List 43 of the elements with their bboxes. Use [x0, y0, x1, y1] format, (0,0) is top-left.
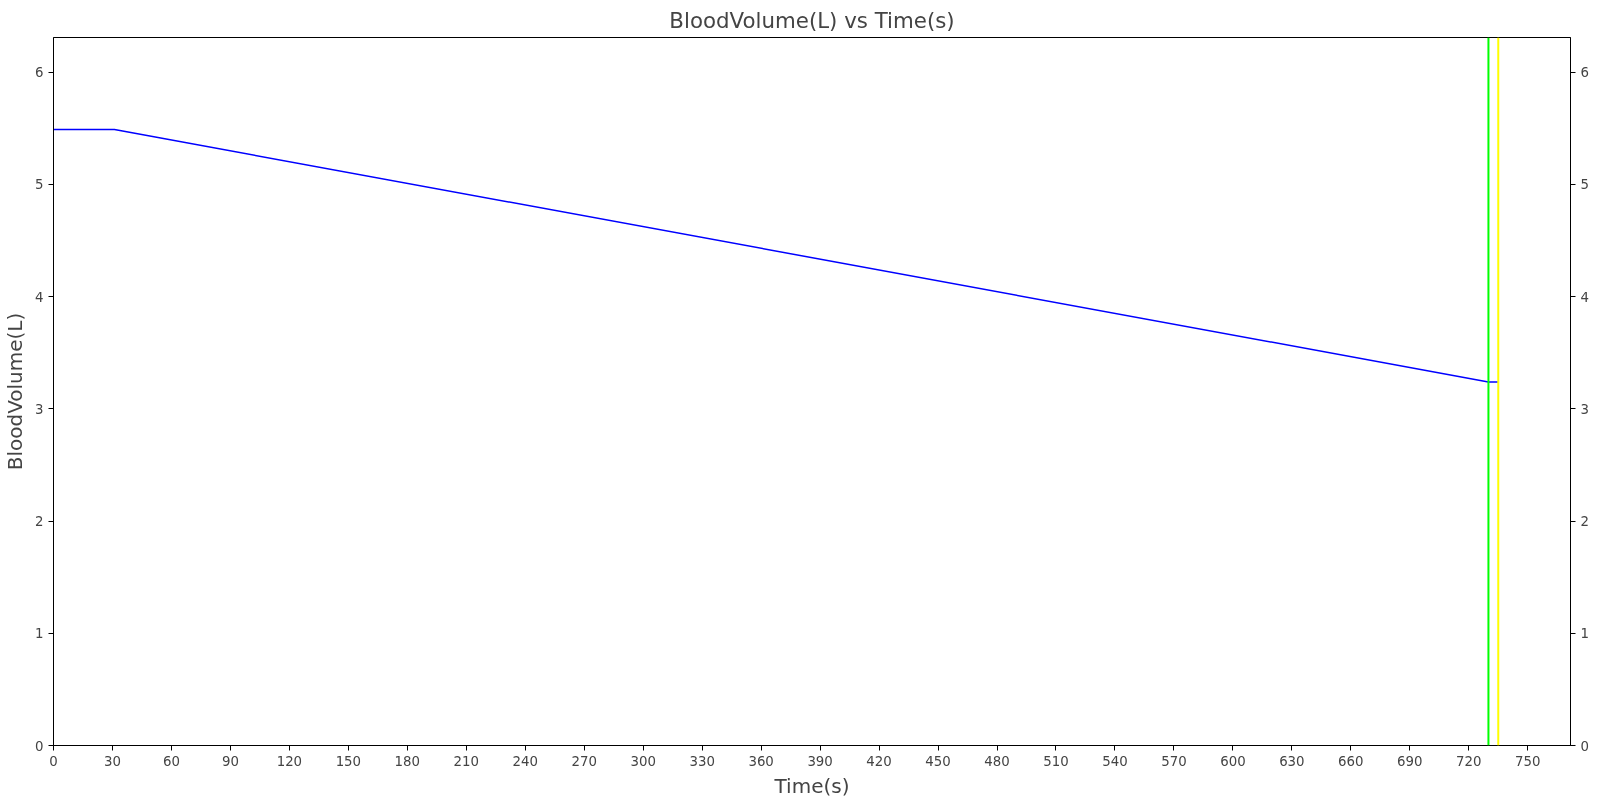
x-tick-label: 270 [571, 753, 597, 769]
x-tick-label: 90 [221, 753, 239, 769]
y2-tick-label: 3 [1580, 401, 1589, 417]
y2-tick-label: 4 [1580, 289, 1589, 305]
x-tick-label: 330 [689, 753, 715, 769]
y2-tick-label: 2 [1580, 514, 1589, 530]
x-tick-label: 660 [1338, 753, 1364, 769]
chart-title: BloodVolume(L) vs Time(s) [669, 7, 955, 33]
y-tick-label: 6 [35, 65, 44, 81]
x-tick-label: 630 [1279, 753, 1305, 769]
x-tick-label: 360 [748, 753, 774, 769]
x-tick-label: 510 [1043, 753, 1069, 769]
x-tick-label: 150 [335, 753, 362, 769]
y-tick-label: 2 [35, 514, 44, 530]
x-tick-label: 720 [1456, 753, 1482, 769]
x-tick-label: 690 [1397, 753, 1423, 769]
x-axis-title: Time(s) [773, 773, 850, 798]
x-tick-label: 0 [49, 753, 58, 769]
y2-tick-label: 1 [1580, 626, 1589, 642]
x-tick-label: 30 [103, 753, 121, 769]
x-tick-label: 120 [276, 753, 303, 769]
y2-tick-label: 6 [1580, 65, 1589, 81]
x-tick-label: 600 [1220, 753, 1246, 769]
x-tick-label: 540 [1102, 753, 1128, 769]
x-tick-label: 420 [866, 753, 892, 769]
x-tick-label: 480 [984, 753, 1010, 769]
x-tick-label: 450 [925, 753, 951, 769]
x-tick-label: 750 [1515, 753, 1541, 769]
y-tick-label: 4 [35, 289, 44, 305]
y-tick-label: 1 [35, 626, 44, 642]
x-tick-label: 60 [162, 753, 180, 769]
y-axis-title: BloodVolume(L) [3, 312, 28, 471]
y2-tick-label: 5 [1580, 177, 1589, 193]
y2-tick-label: 0 [1580, 738, 1589, 754]
x-tick-label: 390 [807, 753, 833, 769]
x-tick-label: 300 [630, 753, 656, 769]
x-tick-label: 180 [394, 753, 421, 769]
y-tick-label: 0 [35, 738, 44, 754]
x-tick-label: 210 [453, 753, 480, 769]
x-tick-label: 240 [512, 753, 538, 769]
x-tick-label: 570 [1161, 753, 1187, 769]
y-tick-label: 3 [35, 401, 44, 417]
y-tick-label: 5 [35, 177, 44, 193]
